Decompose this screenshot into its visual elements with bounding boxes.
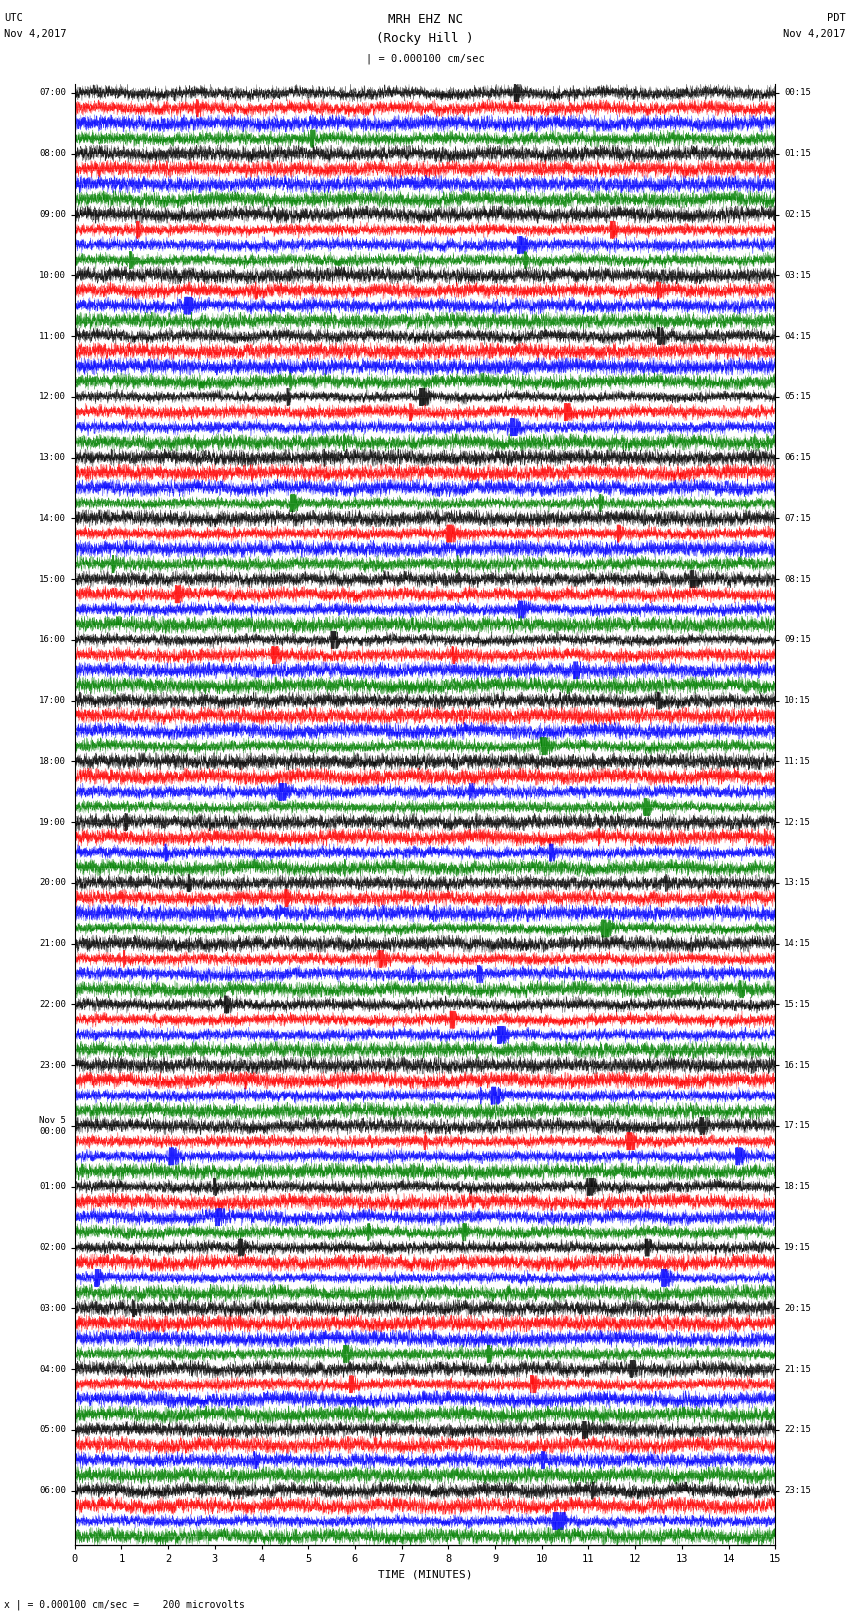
X-axis label: TIME (MINUTES): TIME (MINUTES) bbox=[377, 1569, 473, 1579]
Text: Nov 4,2017: Nov 4,2017 bbox=[783, 29, 846, 39]
Text: x | = 0.000100 cm/sec =    200 microvolts: x | = 0.000100 cm/sec = 200 microvolts bbox=[4, 1598, 245, 1610]
Text: (Rocky Hill ): (Rocky Hill ) bbox=[377, 32, 473, 45]
Text: | = 0.000100 cm/sec: | = 0.000100 cm/sec bbox=[366, 53, 484, 65]
Text: PDT: PDT bbox=[827, 13, 846, 23]
Text: UTC: UTC bbox=[4, 13, 23, 23]
Text: Nov 4,2017: Nov 4,2017 bbox=[4, 29, 67, 39]
Text: MRH EHZ NC: MRH EHZ NC bbox=[388, 13, 462, 26]
